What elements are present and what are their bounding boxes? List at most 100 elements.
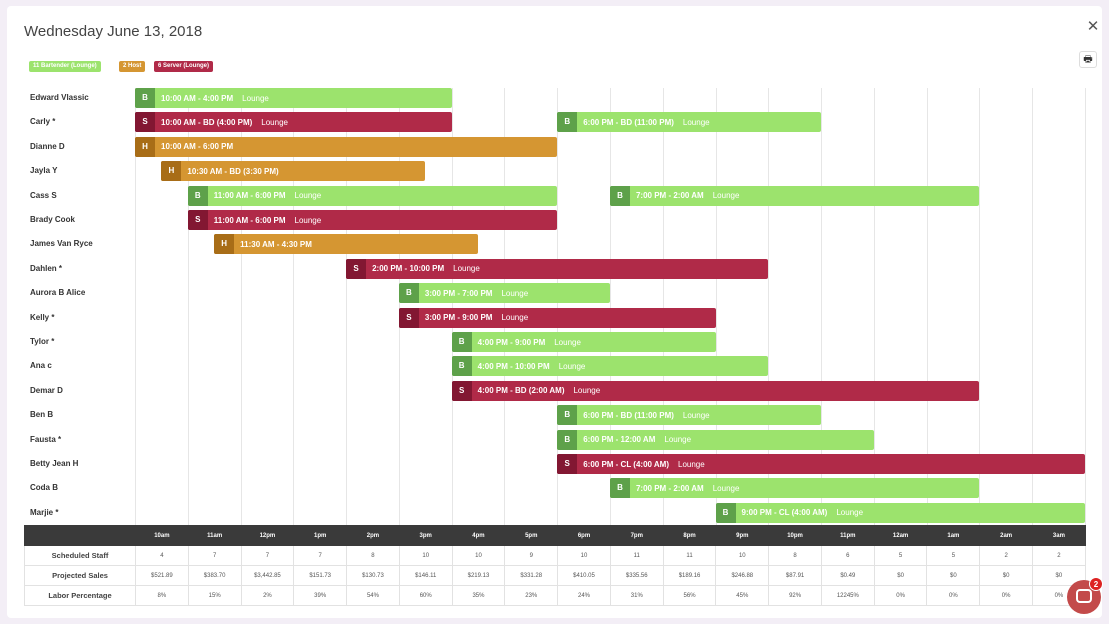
staff-name[interactable]: Fausta * (30, 434, 62, 444)
shift-time: 6:00 PM - BD (11:00 PM) (583, 117, 674, 127)
shift-bar[interactable]: B 7:00 PM - 2:00 AM Lounge (609, 185, 980, 206)
stats-cell: 7 (187, 545, 242, 566)
hour-gridline (873, 88, 875, 530)
schedule-modal: Wednesday June 13, 2018 ✕ 🖶 11 Bartender… (7, 6, 1102, 618)
hour-header: 12am (873, 525, 928, 546)
staff-name[interactable]: Kelly * (30, 312, 55, 322)
hour-gridline (715, 88, 717, 530)
shift-time: 3:00 PM - 7:00 PM (424, 288, 493, 298)
shift-bar[interactable]: S 6:00 PM - CL (4:00 AM) Lounge (557, 454, 1085, 474)
staff-name[interactable]: Marjie * (30, 507, 59, 517)
shift-bar[interactable]: S 4:00 PM - BD (2:00 AM) Lounge (451, 380, 980, 401)
shift-bar[interactable]: S 11:00 AM - 6:00 PM Lounge (187, 210, 558, 230)
shift-bar[interactable]: S 2:00 PM - 10:00 PM Lounge (346, 258, 769, 279)
staff-name[interactable]: Betty Jean H (30, 459, 79, 468)
print-button[interactable]: 🖶 (1079, 51, 1097, 68)
role-badge: B (609, 478, 630, 499)
legend-server[interactable]: 6 Server (Lounge) (154, 61, 214, 72)
stats-cell: 10 (451, 545, 506, 566)
staff-name[interactable]: Dianne D (30, 141, 65, 151)
hour-header: 8pm (662, 525, 717, 546)
hour-header: 10pm (768, 525, 822, 546)
role-badge: B (715, 502, 736, 523)
stats-cell: 10 (398, 545, 453, 566)
staff-name[interactable]: Dahlen * (30, 263, 63, 273)
hour-header: 3am (1032, 525, 1086, 546)
shift-location: Lounge (501, 313, 529, 323)
shift-bar[interactable]: B 7:00 PM - 2:00 AM Lounge (609, 478, 980, 499)
shift-time: 11:00 AM - 6:00 PM (213, 215, 286, 225)
staff-name[interactable]: Edward Vlassic (30, 93, 89, 102)
shift-bar[interactable]: B 6:00 PM - BD (11:00 PM) Lounge (557, 112, 822, 133)
hour-gridline (926, 88, 928, 530)
stats-cell: 0% (873, 585, 928, 606)
hour-gridline (346, 88, 348, 530)
staff-name[interactable]: Coda B (30, 483, 58, 493)
stats-cell: $219.13 (451, 565, 506, 586)
close-icon[interactable]: ✕ (1086, 18, 1100, 35)
staff-name[interactable]: Tylor * (30, 337, 55, 346)
stats-cell: $383.70 (187, 565, 242, 586)
shift-bar[interactable]: B 6:00 PM - 12:00 AM Lounge (557, 429, 874, 450)
shift-bar[interactable]: B 6:00 PM - BD (11:00 PM) Lounge (557, 405, 822, 426)
staff-name[interactable]: Carly * (30, 117, 56, 127)
stats-cell: 2 (1032, 545, 1086, 566)
stats-cell: 60% (398, 585, 453, 606)
staff-name[interactable]: Aurora B Alice (30, 288, 86, 298)
stats-cell: 4 (135, 545, 189, 566)
shift-location: Lounge (501, 288, 529, 298)
shift-time: 3:00 PM - 9:00 PM (424, 313, 493, 323)
staff-name[interactable]: Ben B (30, 410, 54, 420)
legend-host[interactable]: 2 Host (119, 61, 146, 72)
shift-bar[interactable]: B 11:00 AM - 6:00 PM Lounge (187, 185, 558, 206)
legend-bartender[interactable]: 11 Bartender (Lounge) (29, 61, 101, 72)
shift-bar[interactable]: H 10:30 AM - BD (3:30 PM) (161, 161, 426, 182)
staff-name[interactable]: James Van Ryce (30, 239, 93, 249)
role-badge: B (451, 332, 472, 352)
shift-bar[interactable]: B 10:00 AM - 4:00 PM Lounge (135, 88, 452, 108)
shift-location: Lounge (712, 191, 740, 201)
stats-cell: 2% (240, 585, 295, 606)
shift-location: Lounge (558, 361, 586, 371)
shift-bar[interactable]: H 10:00 AM - 6:00 PM (135, 136, 558, 157)
stats-cell: 39% (293, 585, 348, 606)
hour-header: 6pm (557, 525, 611, 546)
stats-cell: $3,442.85 (240, 565, 295, 586)
staff-name[interactable]: Ana c (30, 361, 52, 371)
stats-label: Labor Percentage (24, 585, 136, 606)
shift-time: 10:30 AM - BD (3:30 PM) (187, 166, 279, 176)
stats-cell: $189.16 (662, 565, 717, 586)
shift-location: Lounge (261, 117, 288, 127)
shift-bar[interactable]: B 4:00 PM - 9:00 PM Lounge (451, 332, 716, 352)
hour-header: 11am (187, 525, 242, 546)
shift-location: Lounge (573, 386, 601, 396)
stats-cell: 8 (346, 545, 400, 566)
staff-name[interactable]: Jayla Y (30, 166, 58, 176)
role-badge: S (135, 112, 155, 133)
role-badge: B (609, 185, 630, 206)
stats-cell: $331.28 (504, 565, 559, 586)
stats-cell: 15% (187, 585, 242, 606)
print-icon: 🖶 (1083, 54, 1093, 65)
staff-name[interactable]: Demar D (30, 385, 63, 395)
shift-bar[interactable]: H 11:30 AM - 4:30 PM (214, 234, 479, 255)
shift-bar[interactable]: B 3:00 PM - 7:00 PM Lounge (398, 283, 610, 304)
shift-bar[interactable]: S 3:00 PM - 9:00 PM Lounge (398, 307, 716, 328)
stats-row: Labor Percentage 8% 15% 2% 39% 54% 60% 35% 23% 24… (24, 585, 1086, 606)
staff-name[interactable]: Cass S (30, 190, 57, 200)
stats-label: Projected Sales (24, 565, 136, 586)
hour-header: 2am (979, 525, 1034, 546)
hour-header: 12pm (240, 525, 295, 546)
stats-cell: 0% (926, 585, 981, 606)
shift-bar[interactable]: S 10:00 AM - BD (4:00 PM) Lounge (135, 112, 452, 133)
stats-cell: 7 (293, 545, 348, 566)
shift-bar[interactable]: B 4:00 PM - 10:00 PM Lounge (451, 356, 769, 377)
shift-time: 10:00 AM - 4:00 PM (161, 93, 234, 103)
staff-name[interactable]: Brady Cook (30, 215, 75, 224)
shift-bar[interactable]: B 9:00 PM - CL (4:00 AM) Lounge (715, 502, 1085, 523)
stats-cell: 2 (979, 545, 1034, 566)
role-badge: B (557, 429, 578, 450)
shift-location: Lounge (294, 215, 322, 225)
stats-cell: $0 (979, 565, 1034, 586)
hour-header: 4pm (451, 525, 506, 546)
